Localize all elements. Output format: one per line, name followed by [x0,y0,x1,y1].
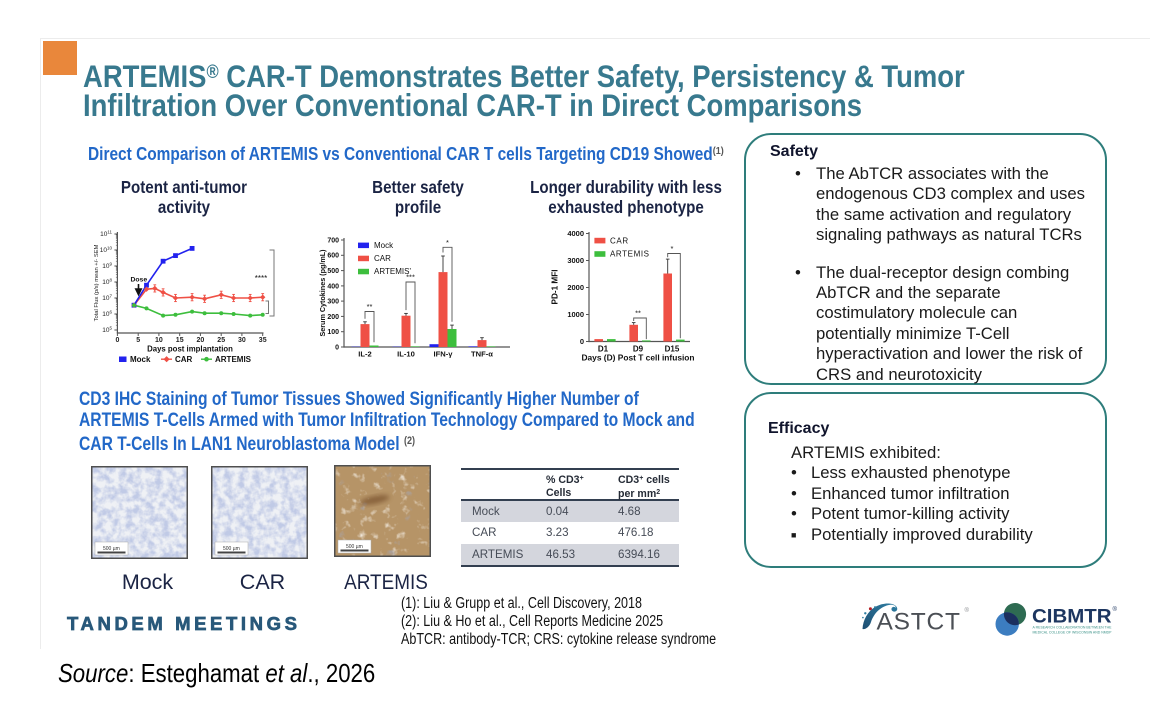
svg-text:A RESEARCH COLLABORATION BETWE: A RESEARCH COLLABORATION BETWEEN THE [1033,626,1113,630]
svg-text:****: **** [255,274,267,283]
svg-text:CAR: CAR [374,254,391,263]
svg-text:Mock: Mock [130,355,151,364]
svg-text:107: 107 [102,294,112,303]
svg-text:25: 25 [217,337,225,344]
svg-text:®: ® [965,607,970,614]
svg-text:IFN-γ: IFN-γ [434,350,454,359]
svg-text:3000: 3000 [567,256,584,265]
svg-text:20: 20 [197,337,205,344]
svg-text:®: ® [1113,606,1118,613]
svg-text:109: 109 [102,262,112,271]
svg-text:105: 105 [102,326,112,335]
svg-text:500: 500 [327,268,339,275]
svg-text:*: * [671,244,674,253]
svg-text:500 µm: 500 µm [223,546,240,552]
svg-text:*: * [446,238,449,247]
svg-text:35: 35 [259,337,267,344]
svg-text:500 µm: 500 µm [103,546,120,552]
svg-text:Days post implantation: Days post implantation [147,345,233,354]
svg-text:TNF-α: TNF-α [471,350,493,359]
svg-text:1011: 1011 [100,230,112,239]
svg-text:**: ** [367,302,373,311]
svg-text:15: 15 [176,337,184,344]
svg-text:106: 106 [102,310,112,319]
svg-text:Serum Cytokines (pg/mL): Serum Cytokines (pg/mL) [318,249,327,337]
svg-text:ARTEMIS: ARTEMIS [610,250,650,259]
svg-text:ARTEMIS: ARTEMIS [215,355,252,364]
svg-text:1000: 1000 [567,310,584,319]
svg-text:600: 600 [327,253,339,260]
svg-text:CAR: CAR [175,355,193,364]
svg-text:0: 0 [580,337,584,346]
svg-text:5: 5 [136,337,140,344]
svg-text:ASTCT: ASTCT [877,609,961,636]
svg-text:PD-1 MFI: PD-1 MFI [551,269,560,304]
svg-text:IL-10: IL-10 [397,350,415,359]
svg-text:Mock: Mock [374,241,394,250]
svg-text:ARTEMIS’: ARTEMIS’ [374,267,411,276]
svg-text:500 µm: 500 µm [346,544,363,550]
svg-text:D15: D15 [665,345,680,354]
svg-text:Dose: Dose [131,277,148,284]
svg-text:CAR: CAR [610,236,629,245]
svg-text:30: 30 [238,337,246,344]
svg-text:300: 300 [327,299,339,306]
svg-text:IL-2: IL-2 [358,350,372,359]
svg-text:4000: 4000 [567,230,584,238]
svg-text:***: *** [406,273,415,282]
svg-text:0: 0 [335,344,339,351]
svg-text:1010: 1010 [100,246,113,255]
svg-text:D9: D9 [633,345,644,354]
svg-text:700: 700 [327,237,339,244]
svg-text:10: 10 [155,337,163,344]
svg-text:200: 200 [327,314,339,321]
svg-text:2000: 2000 [567,283,584,292]
svg-text:100: 100 [327,329,339,336]
svg-text:**: ** [635,309,641,318]
svg-text:D1: D1 [598,345,609,354]
svg-text:Days (D) Post T cell infusion: Days (D) Post T cell infusion [581,353,694,363]
svg-text:MEDICAL COLLEGE OF WISCONSIN A: MEDICAL COLLEGE OF WISCONSIN AND NMDP [1033,630,1113,634]
svg-text:400: 400 [327,283,339,290]
svg-text:108: 108 [102,278,112,287]
svg-text:Total Flux (p/s) mean +/- SEM: Total Flux (p/s) mean +/- SEM [94,244,100,321]
svg-text:CIBMTR: CIBMTR [1032,606,1112,628]
svg-text:0: 0 [115,337,119,344]
